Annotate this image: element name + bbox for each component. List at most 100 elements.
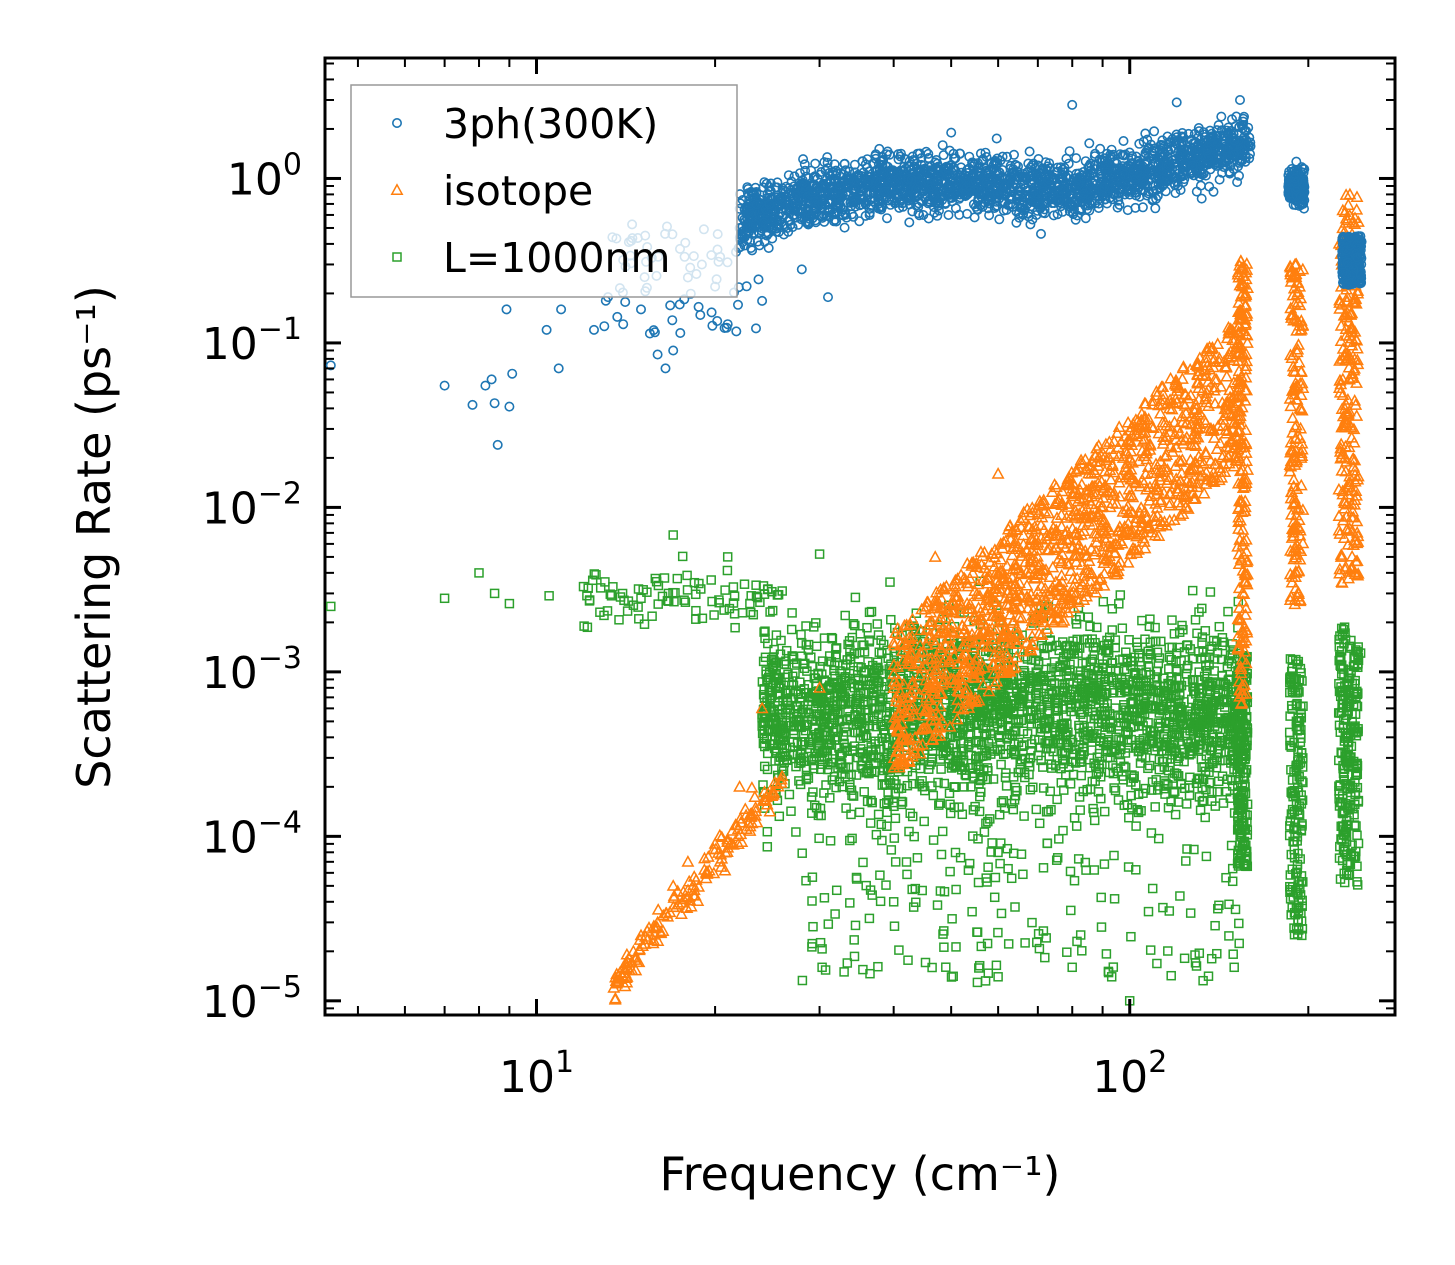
series-l-1000nm-point-2146 xyxy=(1135,716,1145,726)
series-l-1000nm-point-2192 xyxy=(879,754,889,765)
series-l-1000nm-point-1883 xyxy=(878,694,888,704)
series-l-1000nm-point-2153 xyxy=(1164,690,1174,700)
series-l-1000nm-point-2591 xyxy=(907,722,917,733)
series-l-1000nm-point-1454 xyxy=(944,788,955,799)
series-l-1000nm-point-1947 xyxy=(1109,745,1120,756)
series-l-1000nm-point-2406 xyxy=(801,640,812,650)
series-l-1000nm-point-2342 xyxy=(800,688,811,698)
series-l-1000nm-point-1900 xyxy=(1102,740,1113,750)
series-l-1000nm-point-2531 xyxy=(1045,636,1055,646)
series-l-1000nm-point-1943 xyxy=(809,754,819,764)
series-l-1000nm-point-3471 xyxy=(439,593,450,604)
series-l-1000nm-point-2546 xyxy=(1003,680,1014,690)
series-l-1000nm-point-1038 xyxy=(886,614,896,625)
series-l-1000nm-point-2505 xyxy=(1009,726,1019,736)
series-l-1000nm-point-2461 xyxy=(940,747,951,757)
series-l-1000nm-point-2595 xyxy=(1068,645,1079,655)
series-l-1000nm-point-1103 xyxy=(850,592,861,603)
series-l-1000nm-point-1522 xyxy=(1076,675,1087,685)
series-l-1000nm-point-2297 xyxy=(1164,717,1175,728)
series-l-1000nm-point-2616 xyxy=(729,609,740,619)
series-l-1000nm-point-2313 xyxy=(966,750,976,761)
series-l-1000nm-point-2104 xyxy=(866,765,877,776)
series-l-1000nm-point-880 xyxy=(1205,644,1215,655)
series-l-1000nm-point-2013 xyxy=(917,776,927,786)
series-l-1000nm-point-2125 xyxy=(831,782,841,793)
series-l-1000nm-point-2145 xyxy=(845,782,855,793)
series-l-1000nm-point-1833 xyxy=(994,809,1005,820)
series-l-1000nm-point-1857 xyxy=(1206,742,1217,752)
series-l-1000nm-point-2683 xyxy=(584,596,595,606)
data-points xyxy=(325,95,1367,1006)
series-l-1000nm-point-1823 xyxy=(1151,666,1162,677)
series-l-1000nm-point-2532 xyxy=(852,703,863,713)
series-l-1000nm-point-2396 xyxy=(1103,648,1114,658)
series-l-1000nm-point-2181 xyxy=(1166,796,1176,807)
series-l-1000nm-point-2446 xyxy=(926,757,937,767)
series-l-1000nm-point-1675 xyxy=(1001,781,1012,791)
series-l-1000nm-point-2183 xyxy=(885,577,895,587)
series-l-1000nm-point-2041 xyxy=(1199,795,1209,806)
series-l-1000nm-point-2445 xyxy=(855,693,865,704)
series-l-1000nm-point-1612 xyxy=(1131,670,1141,680)
series-l-1000nm-point-1218 xyxy=(1089,758,1099,768)
series-l-1000nm-point-2188 xyxy=(981,678,991,688)
series-l-1000nm-point-2673 xyxy=(672,573,683,584)
series-l-1000nm-point-2631 xyxy=(691,614,701,624)
series-l-1000nm-point-2475 xyxy=(879,798,890,809)
series-l-1000nm-point-2783 xyxy=(877,835,887,846)
series-l-1000nm-point-1901 xyxy=(1132,642,1143,652)
series-l-1000nm-point-2051 xyxy=(1067,756,1077,767)
series-l-1000nm-point-2710 xyxy=(932,900,943,910)
series-l-1000nm-point-1544 xyxy=(1042,700,1053,711)
series-l-1000nm-point-3472 xyxy=(474,568,484,578)
series-l-1000nm-point-2570 xyxy=(822,693,832,704)
series-l-1000nm-point-2311 xyxy=(1016,741,1027,752)
series-l-1000nm-point-1977 xyxy=(876,744,886,754)
series-l-1000nm-point-2805 xyxy=(947,914,957,924)
series-l-1000nm-point-2785 xyxy=(1214,900,1224,911)
series-l-1000nm-point-2796 xyxy=(946,972,957,982)
series-l-1000nm-point-45 xyxy=(759,627,769,637)
series-l-1000nm-point-824 xyxy=(1185,772,1195,783)
series-l-1000nm-point-2824 xyxy=(1190,958,1201,968)
series-l-1000nm-point-2467 xyxy=(870,736,880,746)
series-l-1000nm-point-1593 xyxy=(1172,673,1182,683)
series-l-1000nm-point-2055 xyxy=(1031,702,1041,712)
series-l-1000nm-point-2731 xyxy=(797,975,808,986)
series-l-1000nm-point-2700 xyxy=(842,958,853,968)
series-l-1000nm-point-1926 xyxy=(817,656,828,666)
series-l-1000nm-point-1959 xyxy=(766,704,776,714)
series-l-1000nm-point-1830 xyxy=(1093,787,1104,797)
series-l-1000nm-point-789 xyxy=(819,788,829,798)
series-l-1000nm-point-1388 xyxy=(1114,680,1125,691)
series-l-1000nm-point-2855 xyxy=(989,892,1000,903)
series-l-1000nm-point-2195 xyxy=(817,759,827,769)
series-l-1000nm-point-2705 xyxy=(1175,891,1185,901)
series-l-1000nm-point-2254 xyxy=(1078,786,1089,797)
series-l-1000nm-point-2846 xyxy=(1033,929,1044,939)
series-l-1000nm-point-2698 xyxy=(902,869,912,880)
series-l-1000nm-point-98 xyxy=(1223,606,1233,617)
series-l-1000nm-point-578 xyxy=(1167,615,1177,625)
series-l-1000nm-point-1645 xyxy=(786,806,796,816)
series-l-1000nm-point-1588 xyxy=(1071,821,1082,831)
series-l-1000nm-point-1770 xyxy=(855,733,866,744)
series-l-1000nm-point-1249 xyxy=(998,796,1009,806)
series-l-1000nm-point-1332 xyxy=(828,757,838,768)
series-l-1000nm-point-164 xyxy=(1016,849,1027,859)
series-l-1000nm-point-2328 xyxy=(773,733,784,744)
series-l-1000nm-point-55 xyxy=(988,774,999,784)
series-l-1000nm-point-2648 xyxy=(653,580,664,591)
series-l-1000nm-point-78 xyxy=(862,622,872,633)
series-l-1000nm-point-1561 xyxy=(1176,655,1186,666)
series-l-1000nm-point-668 xyxy=(983,816,993,827)
series-l-1000nm-point-2651 xyxy=(622,606,633,616)
series-l-1000nm-point-390 xyxy=(1012,785,1022,796)
series-l-1000nm-point-206 xyxy=(1085,621,1095,632)
series-l-1000nm-point-2492 xyxy=(1078,750,1088,760)
series-l-1000nm-point-1599 xyxy=(862,796,873,807)
series-l-1000nm-point-2187 xyxy=(1044,689,1054,700)
series-l-1000nm-point-2364 xyxy=(879,725,889,736)
series-l-1000nm-point-2795 xyxy=(967,906,977,917)
